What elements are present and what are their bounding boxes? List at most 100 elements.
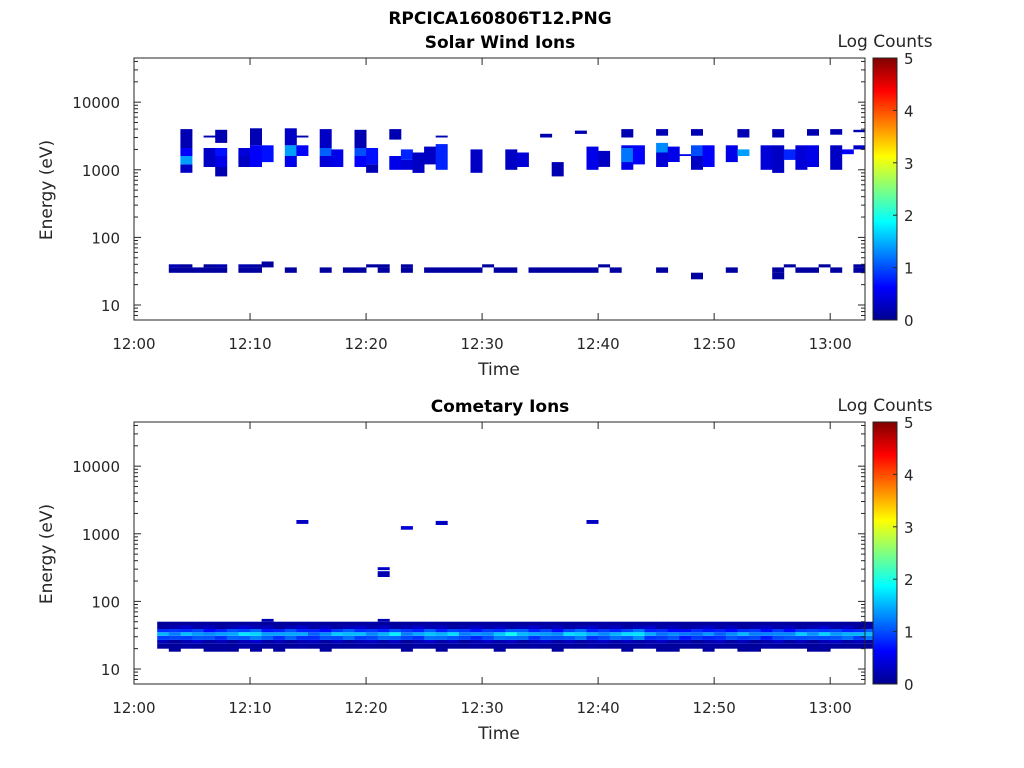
heatmap-cell [354, 635, 367, 640]
heatmap-cell [284, 639, 297, 644]
heatmap-cell [192, 635, 204, 640]
heatmap-cell [679, 632, 692, 636]
heatmap-cell [505, 643, 518, 649]
colorbar-tick-label: 1 [904, 260, 914, 278]
heatmap-cell [458, 635, 471, 640]
heatmap-cell [795, 639, 808, 644]
heatmap-cell [180, 635, 193, 640]
y-tick-label: 1000 [82, 162, 120, 180]
heatmap-cell [540, 625, 553, 629]
heatmap-cell [226, 629, 239, 633]
heatmap-cell [308, 621, 320, 626]
heatmap-cell [795, 643, 808, 649]
heatmap-cell [772, 267, 785, 273]
colorbar-ticks: 0 1 2 3 4 5 [893, 50, 914, 330]
heatmap-cell [737, 625, 750, 629]
heatmap-cell [435, 621, 448, 626]
heatmap-cell [331, 149, 344, 167]
heatmap-cell [296, 629, 309, 633]
heatmap-cell [563, 267, 576, 273]
heatmap-cell [366, 621, 379, 626]
heatmap-cell [215, 629, 228, 633]
heatmap-cell [841, 629, 854, 633]
heatmap-cell [168, 639, 181, 644]
heatmap-cell [656, 643, 669, 649]
heatmap-cell [737, 647, 750, 652]
heatmap-cell [772, 639, 785, 644]
heatmap-cell [331, 639, 344, 644]
plot-frame [133, 421, 866, 685]
heatmap-cell [551, 639, 564, 644]
heatmap-cells [168, 128, 866, 280]
heatmap-cell [308, 632, 320, 636]
heatmap-cell [551, 162, 564, 177]
heatmap-cell [377, 621, 390, 626]
heatmap-cell [656, 629, 669, 633]
heatmap-cell [377, 643, 390, 649]
heatmap-cell [319, 148, 332, 156]
heatmap-cell [772, 643, 785, 649]
heatmap-cell [505, 629, 518, 633]
heatmap-cell [807, 643, 819, 649]
heatmap-cell [389, 632, 402, 636]
y-axis-label: Energy (eV) [37, 140, 57, 240]
heatmap-cell [818, 621, 831, 626]
heatmap-cell [482, 635, 495, 640]
heatmap-cell [168, 632, 181, 636]
heatmap-cell [749, 632, 761, 636]
heatmap-cell [540, 643, 553, 649]
heatmap-cell [853, 267, 866, 273]
heatmap-cell [574, 267, 587, 273]
heatmap-cell [586, 267, 599, 273]
heatmap-cell [807, 629, 819, 633]
colorbar [872, 57, 898, 321]
heatmap-cell [865, 621, 877, 626]
heatmap-cell [586, 643, 599, 649]
heatmap-cell [412, 643, 425, 649]
heatmap-cell [632, 639, 645, 644]
y-tick-label: 1000 [82, 526, 120, 544]
heatmap-cell [458, 629, 471, 633]
heatmap-cell [551, 629, 564, 633]
colorbar [872, 421, 898, 685]
heatmap-cell [807, 632, 819, 636]
heatmap-cell [412, 625, 425, 629]
heatmap-cell [865, 632, 877, 636]
heatmap-cell [493, 267, 506, 273]
heatmap-cell [516, 621, 529, 626]
heatmap-cell [621, 625, 634, 629]
heatmap-cell [667, 632, 680, 636]
heatmap-cell [493, 635, 506, 640]
heatmap-cell [331, 635, 344, 640]
heatmap-cell [366, 639, 379, 644]
heatmap-cell [493, 632, 506, 636]
heatmap-cell [470, 639, 483, 644]
heatmap-cell [667, 635, 680, 640]
heatmap-cell [853, 145, 866, 150]
heatmap-cell [586, 625, 599, 629]
y-tick-label: 10000 [72, 458, 120, 476]
heatmap-cell [215, 267, 228, 273]
heatmap-cell [656, 639, 669, 644]
heatmap-cell [574, 635, 587, 640]
heatmap-cell [772, 625, 785, 629]
heatmap-cell [250, 264, 262, 268]
heatmap-cell [760, 643, 773, 649]
heatmap-cell [644, 632, 657, 636]
heatmap-cell [679, 621, 692, 626]
heatmap-cell [853, 639, 866, 644]
heatmap-cell [180, 625, 193, 629]
heatmap-cell [679, 629, 692, 633]
heatmap-cell [679, 639, 692, 644]
heatmap-cell [656, 632, 669, 636]
heatmap-cell [400, 149, 413, 160]
heatmap-cell [447, 629, 460, 633]
heatmap-cell [435, 267, 448, 273]
heatmap-cell [342, 625, 355, 629]
heatmap-cell [400, 629, 413, 633]
heatmap-cell [551, 647, 564, 652]
heatmap-cell [296, 135, 309, 138]
heatmap-cell [319, 629, 332, 633]
heatmap-cell [818, 635, 831, 640]
x-tick-label: 12:00 [112, 335, 155, 353]
